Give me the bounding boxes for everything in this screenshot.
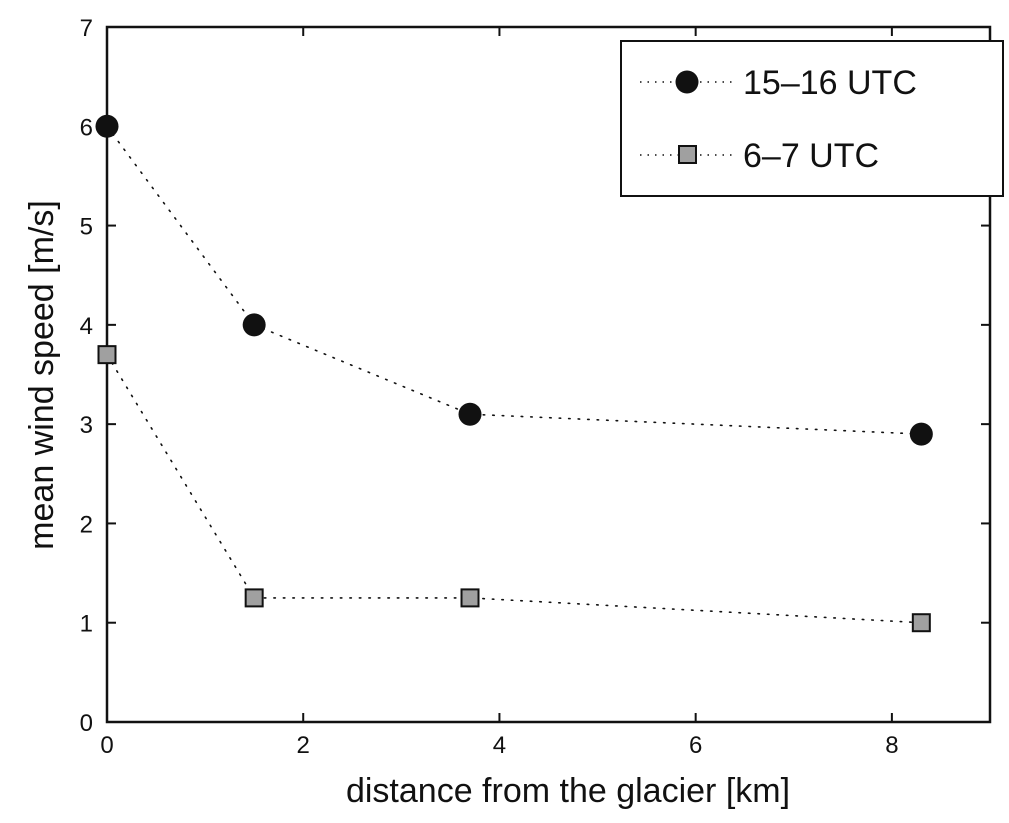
circle-marker-icon bbox=[242, 313, 266, 337]
y-tick-label: 6 bbox=[80, 114, 93, 141]
legend-box bbox=[620, 40, 1004, 197]
legend: 15–16 UTC 6–7 UTC bbox=[620, 40, 1004, 197]
series-line bbox=[106, 353, 923, 624]
plot-frame bbox=[105, 25, 992, 724]
data-series bbox=[95, 114, 933, 633]
square-marker-icon bbox=[460, 588, 480, 608]
circle-marker-icon bbox=[458, 402, 482, 426]
circle-marker-icon bbox=[95, 114, 119, 138]
y-tick-label: 2 bbox=[80, 511, 93, 538]
legend-label-1: 15–16 UTC bbox=[743, 64, 917, 102]
series-line bbox=[106, 125, 923, 435]
square-marker-icon bbox=[244, 588, 264, 608]
square-marker-icon bbox=[911, 613, 931, 633]
axis-tick-labels: 0 2 4 6 8 0 1 2 3 4 5 6 7 bbox=[80, 15, 899, 759]
circle-marker-icon bbox=[675, 70, 699, 94]
legend-label-2: 6–7 UTC bbox=[743, 137, 879, 175]
x-tick-label: 4 bbox=[493, 732, 506, 759]
y-tick-label: 5 bbox=[80, 214, 93, 241]
x-tick-label: 2 bbox=[297, 732, 310, 759]
y-tick-label: 3 bbox=[80, 412, 93, 439]
square-marker-icon bbox=[97, 345, 117, 365]
y-axis-title: mean wind speed [m/s] bbox=[23, 200, 61, 550]
x-axis-title: distance from the glacier [km] bbox=[346, 772, 790, 810]
x-tick-label: 0 bbox=[100, 732, 113, 759]
square-marker-icon bbox=[678, 145, 697, 164]
circle-marker-icon bbox=[909, 422, 933, 446]
x-tick-label: 8 bbox=[885, 732, 898, 759]
y-tick-label: 0 bbox=[80, 710, 93, 737]
y-tick-label: 7 bbox=[80, 15, 93, 42]
x-tick-label: 6 bbox=[689, 732, 702, 759]
y-tick-label: 4 bbox=[80, 313, 93, 340]
y-tick-label: 1 bbox=[80, 611, 93, 638]
